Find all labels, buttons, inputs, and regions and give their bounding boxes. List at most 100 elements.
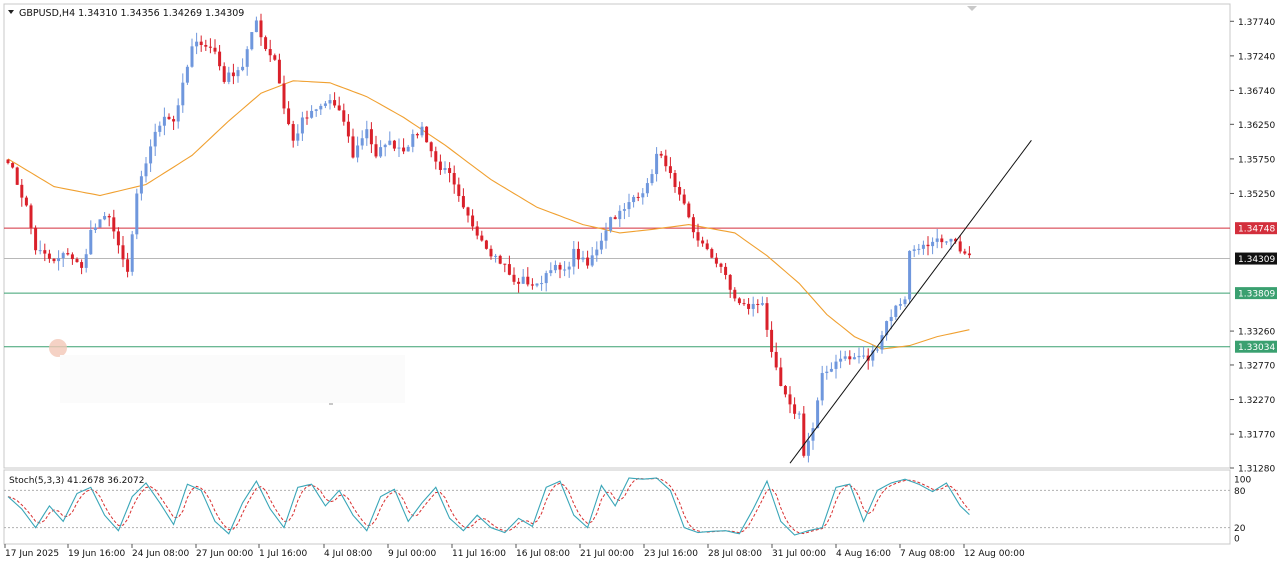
candle-body	[38, 250, 42, 252]
candle	[558, 262, 562, 279]
candle-body	[47, 253, 51, 259]
candle	[15, 166, 19, 185]
watermark-dot	[329, 403, 333, 405]
candle	[346, 114, 350, 143]
candle-body	[595, 249, 599, 256]
candle	[227, 66, 231, 85]
candle-body	[15, 167, 19, 185]
candle	[567, 261, 571, 278]
candle	[604, 222, 608, 249]
candle	[43, 243, 47, 262]
time-tick-label: 24 Jun 08:00	[132, 549, 189, 559]
collapse-triangle-icon[interactable]	[8, 10, 14, 14]
time-tick-label: 16 Jul 08:00	[516, 549, 570, 559]
candle-body	[480, 235, 484, 241]
candle	[84, 248, 88, 273]
candle-body	[185, 66, 189, 83]
candle-body	[314, 109, 318, 111]
candle-body	[346, 121, 350, 137]
candle	[57, 250, 61, 271]
candle-body	[825, 371, 829, 374]
candle	[282, 75, 286, 115]
candle	[687, 201, 691, 219]
candle	[305, 110, 309, 125]
candle-body	[737, 298, 741, 304]
candle-body	[632, 196, 636, 203]
candle-body	[20, 184, 24, 198]
candle	[494, 253, 498, 263]
candle	[779, 357, 783, 387]
candle-body	[834, 361, 838, 369]
candle	[908, 250, 912, 303]
candle	[47, 249, 51, 263]
candle	[218, 44, 222, 71]
candle-body	[287, 108, 291, 125]
candle-body	[586, 257, 590, 266]
candle	[816, 397, 820, 429]
candle-body	[641, 193, 645, 198]
candle-body	[820, 373, 824, 401]
candle-body	[802, 413, 806, 456]
candle-body	[162, 116, 166, 126]
candle	[369, 122, 373, 154]
candle-body	[852, 357, 856, 360]
candle	[871, 344, 875, 367]
candle	[245, 46, 249, 76]
candle-body	[406, 146, 410, 152]
candle-body	[705, 243, 709, 250]
candle	[967, 246, 971, 259]
candle-body	[894, 305, 898, 317]
candle-body	[682, 194, 686, 204]
candle	[287, 101, 291, 126]
candle-body	[921, 244, 925, 249]
candle-body	[181, 82, 185, 106]
candle-body	[277, 59, 281, 84]
candle-body	[691, 217, 695, 233]
candle-body	[949, 238, 953, 242]
candle-body	[360, 138, 364, 146]
candle	[149, 139, 153, 172]
candle-body	[898, 304, 902, 306]
candle-body	[636, 196, 640, 198]
candle	[337, 96, 341, 111]
candle-body	[250, 32, 254, 50]
candle	[673, 169, 677, 193]
candle	[820, 365, 824, 406]
candle	[139, 170, 143, 201]
price-axis: 1.37740 1.37240 1.36740 1.36250 1.35750 1.352…	[1230, 18, 1277, 475]
candle	[747, 298, 751, 315]
candle-body	[696, 232, 700, 241]
candle-body	[6, 159, 10, 164]
candle-body	[121, 245, 125, 260]
candle-body	[107, 215, 111, 218]
candle	[443, 161, 447, 174]
candle	[944, 241, 948, 245]
candle-body	[57, 258, 61, 262]
candle-body	[489, 248, 493, 257]
candle	[374, 135, 378, 159]
candle-body	[967, 253, 971, 256]
candle-body	[719, 263, 723, 267]
candle	[107, 213, 111, 227]
scroll-marker-icon[interactable]	[967, 6, 977, 11]
candle-body	[645, 183, 649, 194]
candle	[296, 124, 300, 146]
candle-body	[535, 283, 539, 286]
candle	[20, 178, 24, 207]
candle	[199, 35, 203, 52]
candle	[843, 350, 847, 361]
price-levels-layer	[4, 227, 1230, 348]
candle	[66, 248, 70, 256]
candle	[162, 107, 166, 136]
candle	[415, 132, 419, 139]
candle-body	[779, 367, 783, 386]
candle	[659, 151, 663, 159]
candle	[894, 304, 898, 320]
candle	[61, 251, 65, 267]
price-label-box	[1235, 252, 1277, 265]
candle	[875, 347, 879, 353]
candle	[208, 38, 212, 54]
candle	[691, 213, 695, 239]
time-tick-label: 21 Jul 00:00	[580, 549, 634, 559]
